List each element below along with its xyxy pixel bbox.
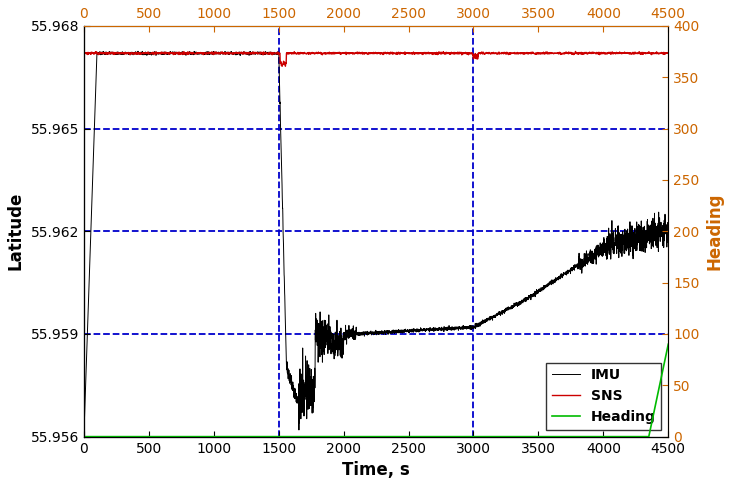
IMU [231,50,239,55]
IMU [282,338,291,344]
Heading [243,434,252,439]
SNS [174,50,183,56]
Y-axis label: Heading: Heading [705,192,723,270]
SNS [385,50,393,55]
X-axis label: Time, s: Time, s [342,461,410,479]
SNS [664,50,672,56]
Heading [199,434,207,439]
SNS [278,63,287,69]
IMU [664,226,672,232]
Heading [418,434,426,439]
Heading [653,390,662,396]
Heading [664,341,672,347]
Legend: IMU, SNS, Heading: IMU, SNS, Heading [547,363,661,430]
IMU [431,327,439,332]
SNS [128,51,137,57]
IMU [631,231,639,237]
SNS [571,49,580,54]
IMU [134,48,142,54]
SNS [80,50,88,55]
IMU [526,293,534,299]
SNS [399,50,408,55]
Heading [456,434,464,439]
IMU [80,434,88,439]
Y-axis label: Latitude: Latitude [7,192,25,270]
Heading [433,434,442,439]
Line: IMU: IMU [84,51,668,436]
Line: SNS: SNS [84,52,668,66]
Heading [80,434,88,439]
SNS [291,50,300,55]
SNS [562,50,571,55]
Line: Heading: Heading [84,344,668,436]
IMU [260,52,269,57]
